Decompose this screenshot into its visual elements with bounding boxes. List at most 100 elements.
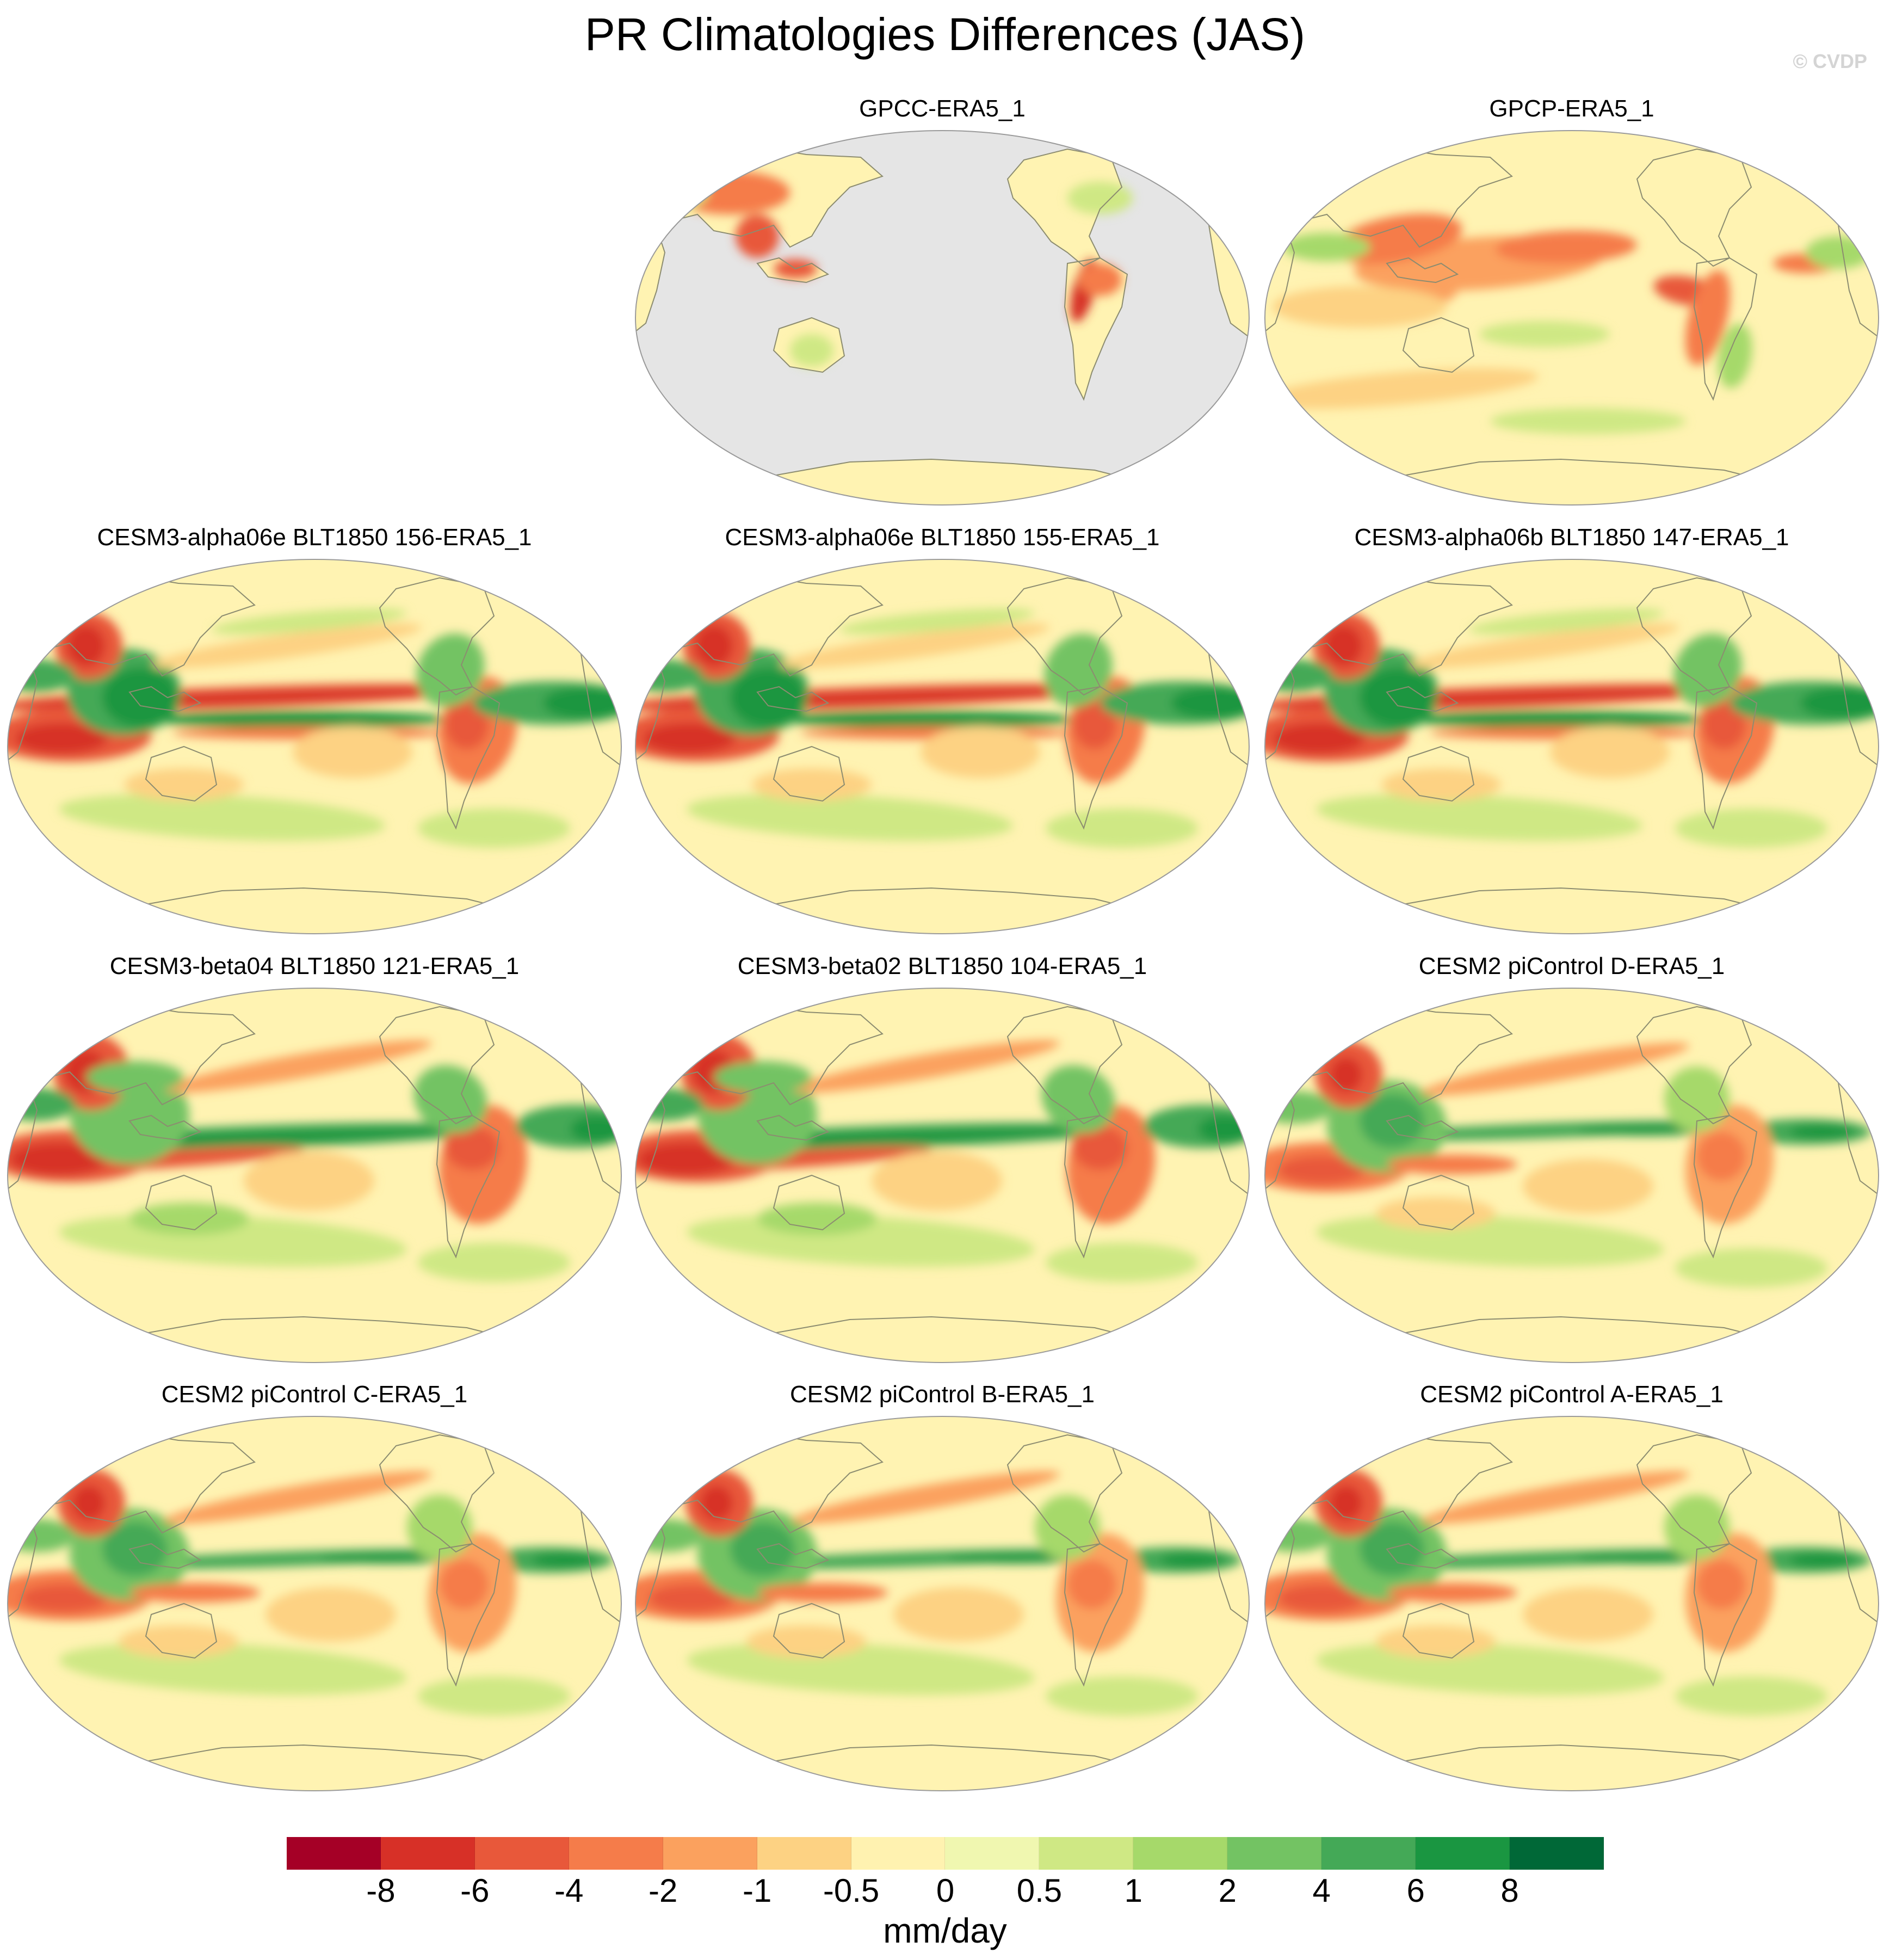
- continent-australia-outline: [773, 1602, 845, 1659]
- continent-africa-east-outline: [1837, 648, 1879, 769]
- map-border: [635, 130, 1250, 506]
- colorbar-tick-label: 8: [1500, 1872, 1519, 1909]
- precip-anomaly-blob: [86, 1061, 184, 1094]
- colorbar-swatch: [569, 1837, 663, 1870]
- continent-europe-east-outline: [1186, 1450, 1249, 1501]
- precip-anomaly-blob: [1577, 1126, 1708, 1136]
- continent-australia-outline: [145, 1602, 218, 1659]
- panel-title: CESM2 piControl B-ERA5_1: [789, 1381, 1095, 1408]
- continent-south-america-outline: [436, 686, 501, 830]
- precip-anomaly-blob: [1316, 794, 1642, 841]
- robinson-map: [1264, 559, 1879, 934]
- precip-anomaly-blob: [1479, 321, 1610, 347]
- precip-anomaly-blob: [1067, 1560, 1116, 1609]
- precip-anomaly-blob: [1523, 1587, 1653, 1642]
- precip-anomaly-blob: [792, 1040, 1060, 1093]
- precip-anomaly-blob: [1577, 1554, 1708, 1564]
- colorbar-tick-label: 0.5: [1016, 1872, 1063, 1909]
- colorbar-swatch: [1039, 1837, 1134, 1870]
- precip-anomaly-blob: [648, 1584, 736, 1612]
- colorbar-tick-label: 4: [1312, 1872, 1331, 1909]
- map-panel: CESM3-beta02 BLT1850 104-ERA5_1: [632, 951, 1252, 1370]
- precip-anomaly-blob: [1160, 1552, 1225, 1568]
- precip-anomaly-blob: [948, 1554, 1078, 1564]
- panel-title: CESM3-alpha06e BLT1850 155-ERA5_1: [725, 524, 1160, 551]
- continent-south-america-outline: [1064, 1114, 1128, 1259]
- colorbar-swatch: [1133, 1837, 1228, 1870]
- continent-africa-east-outline: [1837, 1505, 1879, 1626]
- continent-south-america-outline: [1693, 257, 1758, 401]
- precip-anomaly-blob: [407, 1495, 472, 1560]
- continent-europe-east-outline: [558, 1022, 621, 1073]
- continent-europe-east-outline: [1815, 164, 1879, 215]
- precip-anomaly-blob: [1046, 1243, 1198, 1282]
- precip-anomaly-blob: [1171, 687, 1249, 719]
- precip-anomaly-blob: [746, 1625, 866, 1658]
- continent-maritime-outline: [756, 1114, 830, 1141]
- precip-anomaly-blob: [730, 668, 806, 728]
- continent-greenland-outline: [509, 571, 555, 606]
- precip-anomaly-blob: [15, 723, 108, 754]
- map-panel: CESM3-alpha06e BLT1850 156-ERA5_1: [4, 522, 625, 941]
- precip-anomaly-blob: [10, 1143, 108, 1175]
- precip-anomaly-blob: [1789, 1124, 1855, 1139]
- continent-europe-east-outline: [1186, 593, 1249, 644]
- precip-anomaly-blob: [440, 1560, 489, 1609]
- panel-title: GPCP-ERA5_1: [1489, 95, 1654, 122]
- precip-anomaly-blob: [638, 1143, 736, 1175]
- map-border: [1264, 1416, 1879, 1791]
- precip-anomaly-blob: [1387, 1583, 1517, 1602]
- continent-maritime-outline: [756, 1543, 830, 1569]
- continent-maritime-outline: [756, 257, 830, 283]
- precip-anomaly-blob: [418, 809, 570, 848]
- colorbar-swatch: [1227, 1837, 1322, 1870]
- precip-anomaly-blob: [543, 687, 621, 719]
- precip-anomaly-blob: [320, 1554, 450, 1564]
- colorbar-units: mm/day: [883, 1911, 1007, 1950]
- precip-anomaly-blob: [1697, 1560, 1746, 1609]
- continent-greenland-outline: [1767, 1428, 1812, 1463]
- precip-anomaly-blob: [730, 1522, 795, 1576]
- map-border: [635, 988, 1250, 1363]
- continent-europe-east-outline: [1186, 1022, 1249, 1073]
- precip-anomaly-blob: [211, 608, 407, 634]
- map-panel: CESM2 piControl A-ERA5_1: [1262, 1379, 1882, 1798]
- colorbar-tick-label: 6: [1406, 1872, 1425, 1909]
- precip-anomaly-blob: [1496, 230, 1637, 264]
- precip-anomaly-blob: [59, 794, 385, 841]
- robinson-map: [635, 559, 1250, 934]
- precip-anomaly-blob: [72, 1486, 105, 1520]
- continent-africa-east-outline: [1837, 1076, 1879, 1198]
- continent-australia-outline: [1402, 745, 1475, 802]
- continent-africa-east-outline: [1837, 219, 1879, 341]
- precip-anomaly-blob: [1675, 1248, 1827, 1287]
- precip-anomaly-blob: [792, 1471, 1060, 1524]
- precip-anomaly-blob: [1278, 1584, 1365, 1612]
- precip-anomaly-blob: [1283, 233, 1370, 261]
- precip-anomaly-blob: [1316, 1215, 1664, 1267]
- continent-africa-east-outline: [580, 648, 621, 769]
- continent-south-america-outline: [436, 1543, 501, 1687]
- robinson-map: [635, 1416, 1250, 1791]
- map-panel: CESM3-alpha06e BLT1850 155-ERA5_1: [632, 522, 1252, 941]
- precip-anomaly-blob: [1330, 1486, 1362, 1520]
- continent-africa-east-outline: [1208, 1505, 1249, 1626]
- continent-australia-outline: [773, 317, 845, 373]
- continent-africa-east-outline: [1208, 648, 1249, 769]
- continent-south-america-outline: [1693, 1543, 1758, 1687]
- precip-anomaly-blob: [790, 334, 833, 367]
- precip-anomaly-blob: [736, 214, 779, 258]
- precip-anomaly-blob: [146, 711, 450, 728]
- precip-anomaly-blob: [1550, 726, 1670, 778]
- map-border: [7, 1416, 622, 1791]
- precip-anomaly-blob: [59, 1643, 407, 1695]
- precip-anomaly-blob: [872, 1151, 1002, 1211]
- continent-south-america-outline: [1693, 1114, 1758, 1259]
- precip-anomaly-blob: [1675, 809, 1827, 848]
- continent-south-america-outline: [1064, 257, 1128, 401]
- precip-anomaly-blob: [1468, 608, 1664, 634]
- continent-greenland-outline: [509, 1428, 555, 1463]
- continent-maritime-outline: [128, 1114, 202, 1141]
- continent-greenland-outline: [1137, 1428, 1183, 1463]
- precip-anomaly-blob: [1675, 1677, 1827, 1716]
